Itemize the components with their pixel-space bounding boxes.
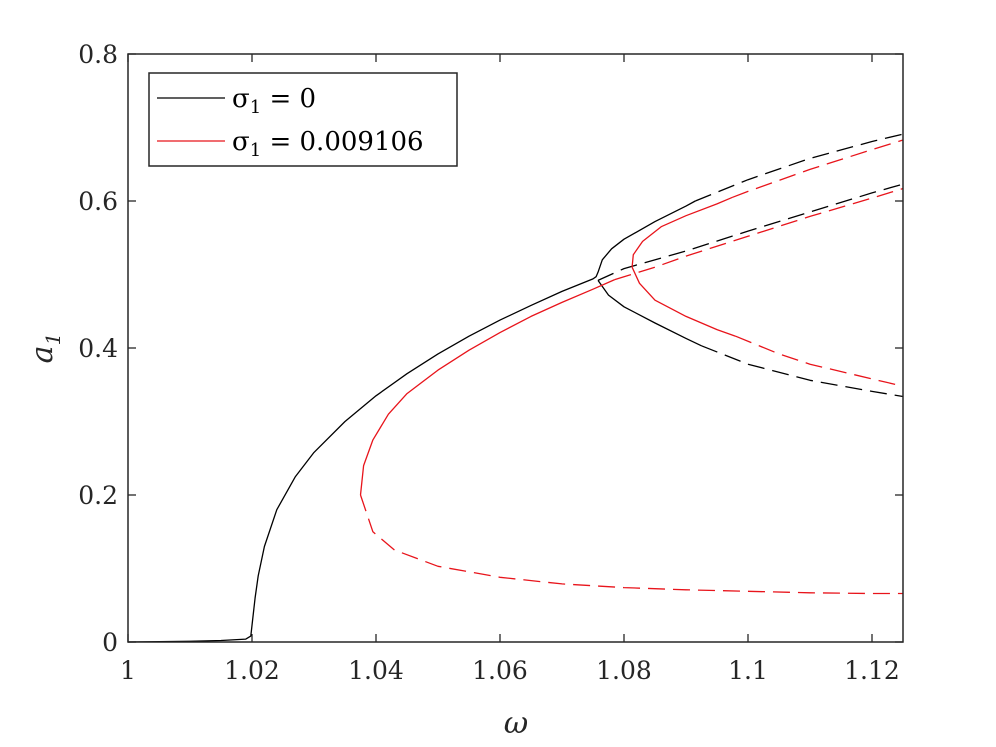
y-tick-label-0: 0	[102, 628, 118, 657]
legend-entry-series-2: σ1 = 0.009106	[232, 127, 424, 161]
series-2-solid-branch-4	[631, 196, 733, 268]
series-2-dashed-branch-5	[732, 139, 904, 198]
tick-labels: 1 1.02 1.04 1.06 1.08 1.1 1.12 0 0.2 0.4 0.6 0.8	[78, 40, 900, 685]
plot-frame	[127, 53, 904, 643]
y-axis-label-sub: 1	[41, 333, 65, 346]
x-tick-label-5: 1.1	[728, 656, 768, 685]
x-tick-label-1: 1.02	[224, 656, 280, 685]
y-tick-label-3: 0.6	[78, 187, 118, 216]
svg-text:a1: a1	[25, 333, 65, 364]
series-layer	[127, 133, 904, 643]
y-axis-label-main: a	[25, 345, 60, 363]
x-tick-label-2: 1.04	[348, 656, 404, 685]
series-2-dashed-branch-1	[359, 494, 903, 595]
series-2-dashed-branch-3	[614, 187, 904, 281]
x-tick-label-4: 1.08	[596, 656, 652, 685]
x-axis-label: ω	[504, 706, 528, 741]
x-tick-label-3: 1.06	[472, 656, 528, 685]
y-tick-label-4: 0.8	[78, 40, 118, 69]
x-tick-label-6: 1.12	[844, 656, 900, 685]
x-tick-label-0: 1	[120, 656, 136, 685]
series-1-dashed-branch-3	[597, 183, 904, 281]
series-1-solid-branch-4	[597, 280, 702, 347]
series-1-dashed-branch-5	[701, 345, 904, 398]
y-tick-label-2: 0.4	[78, 334, 118, 363]
y-axis-label: a1	[25, 333, 65, 364]
legend-box	[148, 72, 458, 167]
legend-entry-series-1: σ1 = 0	[232, 84, 316, 118]
series-2	[359, 139, 904, 595]
series-1-solid-branch-1	[127, 200, 696, 643]
series-1	[127, 133, 904, 643]
y-tick-label-1: 0.2	[78, 481, 118, 510]
series-2-solid-branch-6	[631, 266, 736, 337]
series-2-dashed-branch-7	[735, 335, 904, 387]
series-2-solid-branch-2	[359, 279, 615, 496]
legend: σ1 = 0 σ1 = 0.009106	[148, 72, 458, 167]
series-1-dashed-branch-2	[695, 133, 904, 202]
